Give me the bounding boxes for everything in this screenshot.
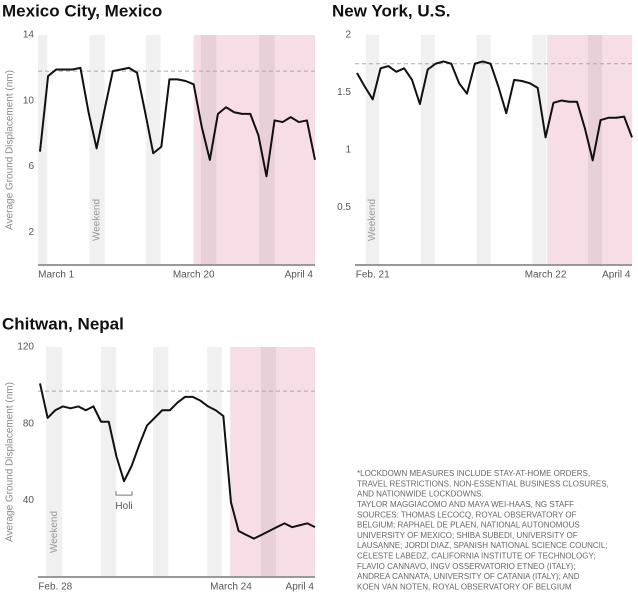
- y-tick-label: 10: [23, 95, 35, 106]
- weekend-band: [259, 35, 275, 265]
- y-axis-label: Average Ground Displacement (nm): [5, 70, 16, 230]
- lockdown-shade: [230, 347, 315, 577]
- footnote-line: AND NATIONWIDE LOCKDOWNS.: [357, 490, 484, 499]
- chart-title: Chitwan, Nepal: [2, 314, 124, 333]
- x-tick-label: March 1: [38, 270, 75, 281]
- weekend-band: [46, 347, 63, 577]
- data-line: [39, 383, 316, 540]
- footnote-line: TAYLOR MAGGIACOMO AND MAYA WEI-HAAS, NG …: [357, 500, 574, 509]
- footnote-line: FLAVIO CANNAVO, INGV OSSERVATORIO ETNEO …: [357, 562, 575, 571]
- weekend-band: [38, 35, 48, 265]
- y-tick-label: 40: [23, 495, 35, 506]
- y-tick-label: 0.5: [337, 202, 351, 213]
- data-line: [356, 60, 633, 162]
- x-tick-label: Feb. 21: [356, 270, 390, 281]
- footnote-line: BELGIUM; RAPHAEL DE PLAEN, NATIONAL AUTO…: [357, 521, 580, 530]
- x-tick-label: March 20: [173, 270, 215, 281]
- chart-title: New York, U.S.: [332, 1, 450, 20]
- lockdown-shade: [193, 35, 315, 265]
- weekend-band: [420, 35, 435, 265]
- y-tick-label: 1.5: [337, 87, 351, 98]
- y-tick-label: 6: [28, 161, 34, 172]
- footnote-line: SOURCES: THOMAS LECOCQ, ROYAL OBSERVATOR…: [357, 510, 577, 519]
- weekend-band: [207, 347, 222, 577]
- y-tick-label: 120: [17, 342, 34, 353]
- weekend-label: Weekend: [367, 199, 378, 241]
- annotation-bracket: [115, 491, 133, 496]
- y-tick-label: 14: [23, 30, 35, 41]
- footnote-line: TRAVEL RESTRICTIONS, NON-ESSENTIAL BUSIN…: [357, 479, 609, 488]
- footnote-line: KOEN VAN NOTEN, ROYAL OBSERVATORY OF BEL…: [357, 582, 572, 591]
- footnote-line: LAUSANNE; JORDI DIAZ, SPANISH NATIONAL S…: [357, 541, 608, 550]
- weekend-band: [260, 347, 277, 577]
- annotation: Holi: [115, 501, 132, 512]
- y-tick-label: 1: [345, 145, 351, 156]
- weekend-band: [200, 35, 217, 265]
- footnote-line: ANDREA CANNATA, UNIVERSITY OF CATANIA (I…: [357, 572, 580, 581]
- y-tick-label: 2: [345, 30, 351, 41]
- weekend-band: [532, 35, 547, 265]
- x-tick-label: April 4: [286, 582, 315, 593]
- weekend-band: [476, 35, 491, 265]
- y-axis-label: Average Ground Displacement (nm): [5, 382, 16, 542]
- chart-title: Mexico City, Mexico: [2, 1, 162, 20]
- weekend-label: Weekend: [92, 199, 103, 241]
- footnote-line: *LOCKDOWN MEASURES INCLUDE STAY-AT-HOME …: [357, 469, 590, 478]
- x-tick-label: Feb. 28: [38, 582, 72, 593]
- weekend-label: Weekend: [49, 511, 60, 553]
- x-tick-label: March 24: [210, 582, 252, 593]
- y-tick-label: 2: [28, 227, 34, 238]
- data-line: [39, 66, 316, 178]
- weekend-band: [89, 35, 105, 265]
- x-tick-label: April 4: [285, 270, 314, 281]
- x-tick-label: April 4: [602, 270, 631, 281]
- weekend-band: [153, 347, 169, 577]
- footnote-line: CELESTE LABEDZ, CALIFORNIA INSTITUTE OF …: [357, 552, 596, 561]
- x-tick-label: March 22: [525, 270, 567, 281]
- weekend-band: [101, 347, 117, 577]
- y-tick-label: 80: [23, 418, 35, 429]
- footnote-line: UNIVERSITY OF MEXICO; SHIBA SUBEDI, UNIV…: [357, 531, 578, 540]
